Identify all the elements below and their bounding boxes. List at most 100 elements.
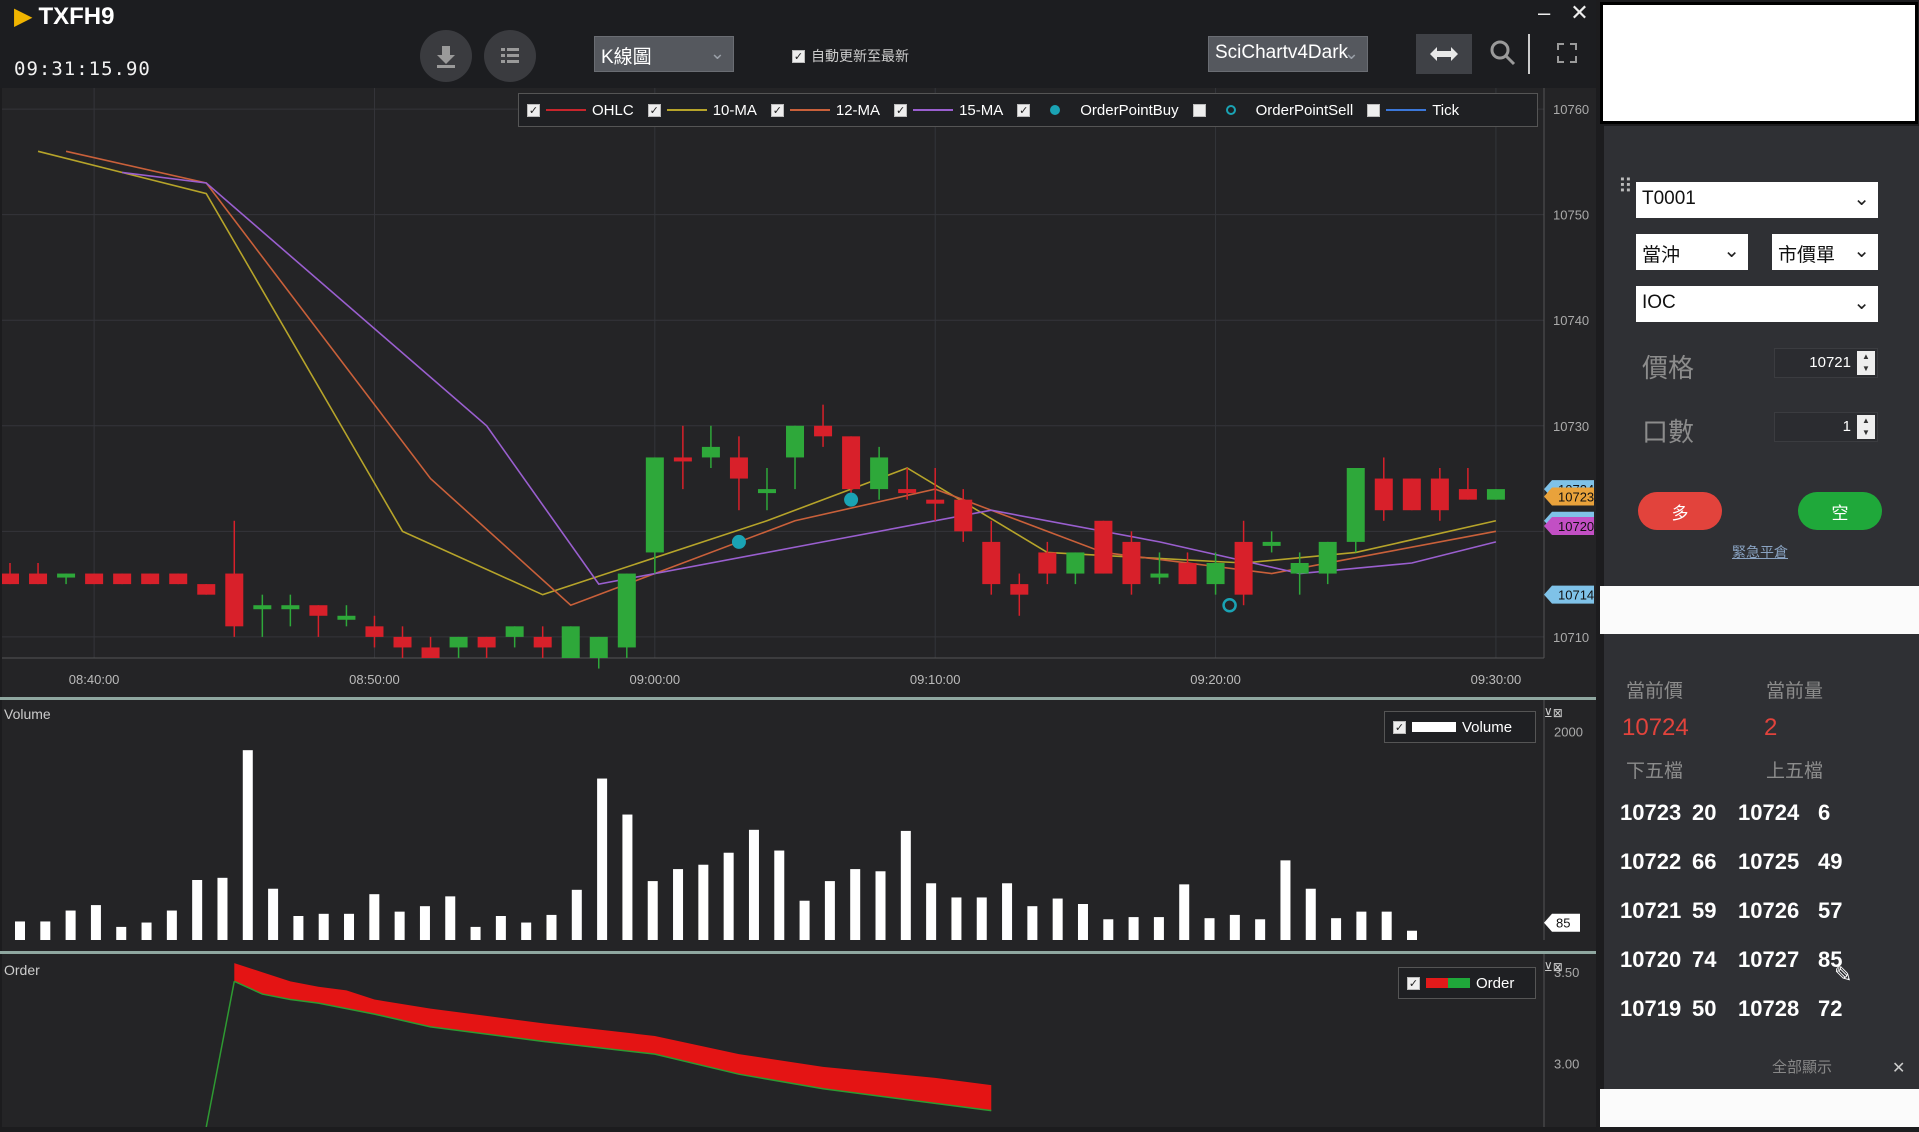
order-legend-checkbox[interactable]: ✓: [1407, 976, 1420, 990]
search-button[interactable]: [1490, 40, 1516, 71]
sell-button[interactable]: 空: [1798, 492, 1882, 530]
volume-bar: [597, 778, 608, 940]
legend-swatch: [546, 109, 586, 111]
bid-price: 10720: [1620, 947, 1682, 972]
price-type-select[interactable]: 市價單 ⌄: [1772, 234, 1878, 270]
legend-item-orderpointbuy[interactable]: ✓ OrderPointBuy: [1017, 102, 1179, 119]
close-icon[interactable]: ✕: [1892, 1060, 1906, 1077]
qty-input-value: 1: [1842, 418, 1851, 435]
legend-item-12-ma[interactable]: ✓ 12-MA: [770, 101, 881, 119]
show-all-button[interactable]: 全部顯示: [1772, 1059, 1833, 1076]
legend-item-10-ma[interactable]: ✓ 10-MA: [647, 102, 757, 119]
volume-chart[interactable]: 2000 85: [2, 700, 1596, 952]
y-tick-label: 2000: [1554, 725, 1583, 740]
expand-horizontal-button[interactable]: [1416, 34, 1472, 74]
bid-qty: 50: [1692, 996, 1717, 1021]
list-button[interactable]: [484, 30, 536, 82]
volume-bar: [369, 894, 380, 940]
order-book-row[interactable]: 10721 59 10726 57: [1620, 898, 1900, 928]
bid-price: 10723: [1620, 800, 1682, 825]
legend-label: 12-MA: [835, 101, 881, 119]
order-legend-label: Order: [1476, 974, 1515, 992]
chart-type-select[interactable]: K線圖 ⌄: [594, 36, 734, 72]
ask-label: 上五檔: [1766, 761, 1824, 782]
volume-bar: [748, 829, 759, 940]
candle-body: [645, 457, 664, 553]
account-select[interactable]: T0001 ⌄: [1636, 182, 1878, 218]
qty-stepper[interactable]: ▲ ▼: [1857, 415, 1875, 439]
volume-legend-swatch: [1412, 722, 1456, 732]
bid-qty: 59: [1692, 898, 1717, 923]
close-icon[interactable]: ⊠: [1552, 960, 1563, 974]
close-icon[interactable]: ⊠: [1552, 706, 1563, 720]
ma-line-15-ma: [122, 171, 1497, 585]
volume-bar: [622, 814, 633, 940]
order-chart[interactable]: 3.50 3.00: [2, 954, 1596, 1128]
order-book-row[interactable]: 10722 66 10725 49: [1620, 849, 1900, 879]
order-pane-controls[interactable]: ⊻⊠: [1544, 960, 1563, 974]
price-marker: 10714: [1544, 585, 1594, 604]
download-button[interactable]: [420, 30, 472, 82]
pane-separator[interactable]: [0, 697, 1596, 700]
fullscreen-button[interactable]: [1556, 42, 1578, 69]
candle-body: [1486, 489, 1505, 500]
tif-select[interactable]: IOC ⌄: [1636, 286, 1878, 322]
candle-body: [141, 573, 160, 585]
bid-qty: 66: [1692, 849, 1717, 874]
legend-checkbox[interactable]: ✓: [894, 103, 908, 117]
flatten-link[interactable]: 緊急平倉: [1732, 544, 1788, 560]
legend-item-15-ma[interactable]: ✓ 15-MA: [894, 102, 1003, 119]
pane-separator[interactable]: [0, 951, 1596, 954]
legend-item-tick[interactable]: Tick: [1367, 102, 1459, 119]
grid-icon[interactable]: ⠿: [1618, 176, 1633, 198]
order-book-row[interactable]: 10719 50 10728 72: [1620, 996, 1900, 1026]
buy-button[interactable]: 多: [1638, 492, 1722, 530]
price-stepper[interactable]: ▲ ▼: [1857, 351, 1875, 375]
collapse-icon[interactable]: ⊻: [1544, 960, 1553, 974]
legend-checkbox[interactable]: ✓: [527, 103, 540, 117]
volume-bar: [1305, 888, 1316, 940]
candle-body: [814, 425, 833, 437]
tif-value: IOC: [1642, 292, 1676, 313]
candle-body: [337, 615, 356, 620]
order-pane[interactable]: 3.50 3.00: [2, 954, 1596, 1128]
volume-pane-controls[interactable]: ⊻⊠: [1544, 706, 1563, 720]
legend-checkbox[interactable]: ✓: [770, 103, 784, 117]
candle-body: [617, 573, 636, 648]
order-book-row[interactable]: 10723 20 10724 6: [1620, 800, 1900, 830]
blank-panel: [1600, 2, 1918, 124]
qty-input[interactable]: 1 ▲ ▼: [1774, 412, 1878, 442]
price-chart-pane[interactable]: 10760 10750 10740 10730 10710 08:40:00 08:50:0…: [1, 88, 1605, 698]
candle-body: [701, 446, 720, 458]
volume-bar: [647, 881, 658, 940]
legend-checkbox[interactable]: [1192, 103, 1206, 117]
order-book-row[interactable]: 10720 74 10727 85: [1620, 947, 1900, 977]
theme-select[interactable]: SciChartv4Dark ⌄: [1208, 36, 1368, 72]
auto-update-checkbox[interactable]: ✓: [792, 49, 805, 63]
volume-pane[interactable]: 2000 85: [2, 700, 1596, 952]
x-tick-label: 08:40:00: [69, 672, 120, 687]
edit-icon[interactable]: ✎: [1834, 962, 1853, 987]
legend-checkbox[interactable]: ✓: [1017, 103, 1031, 117]
legend-item-ohlc[interactable]: ✓ OHLC: [527, 102, 634, 119]
price-label: 價格: [1642, 353, 1695, 383]
candle-body: [505, 626, 524, 637]
minimize-icon[interactable]: –: [1538, 0, 1551, 25]
price-input[interactable]: 10721 ▲ ▼: [1774, 348, 1878, 378]
legend-checkbox[interactable]: ✓: [647, 103, 661, 117]
price-input-value: 10721: [1809, 354, 1851, 371]
auto-update-toggle[interactable]: ✓ 自動更新至最新: [792, 46, 909, 66]
legend-checkbox[interactable]: [1367, 103, 1381, 117]
search-icon: [1490, 40, 1516, 66]
current-qty-label: 當前量: [1766, 681, 1824, 702]
volume-legend-checkbox[interactable]: ✓: [1393, 720, 1406, 734]
volume-bar: [495, 916, 506, 940]
close-icon[interactable]: ✕: [1570, 0, 1589, 25]
candlestick-chart[interactable]: 10760 10750 10740 10730 10710 08:40:00 08:50:0…: [1, 88, 1605, 698]
bid-price: 10721: [1620, 898, 1682, 923]
order-cond-select[interactable]: 當沖 ⌄: [1636, 234, 1748, 270]
volume-bar: [799, 900, 810, 940]
collapse-icon[interactable]: ⊻: [1544, 706, 1553, 720]
y-tick-label: 3.50: [1554, 965, 1579, 980]
legend-item-orderpointsell[interactable]: OrderPointSell: [1192, 102, 1353, 119]
